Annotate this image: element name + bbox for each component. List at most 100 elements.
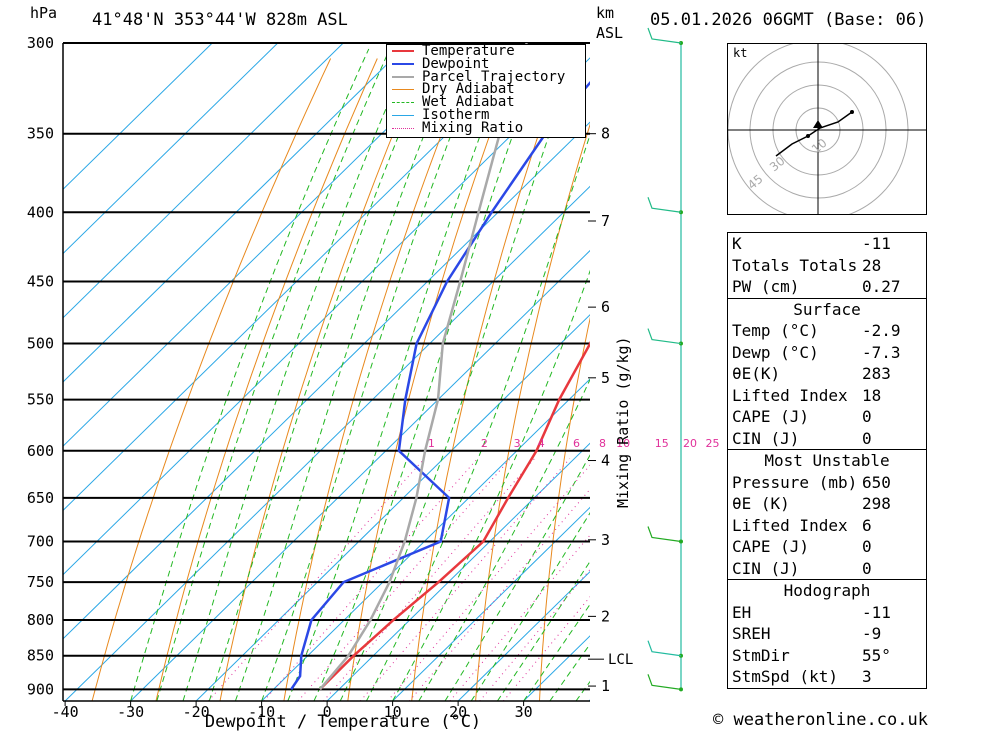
index-row: StmSpd (kt) 3 xyxy=(728,666,926,688)
index-value: -11 xyxy=(862,602,891,622)
index-label: Lifted Index xyxy=(732,385,848,405)
datetime-title: 05.01.2026 06GMT (Base: 06) xyxy=(650,10,927,30)
index-label: Pressure (mb) xyxy=(732,472,858,492)
km-unit: km xyxy=(596,4,615,22)
index-row: Lifted Index 18 xyxy=(728,385,926,407)
isotherm-line xyxy=(63,43,410,383)
index-row: θE (K) 298 xyxy=(728,493,926,515)
index-label: PW (cm) xyxy=(732,277,800,296)
index-value: -11 xyxy=(862,234,891,253)
legend-swatch xyxy=(392,127,414,129)
isotherm-line xyxy=(326,442,590,701)
index-value: -9 xyxy=(862,624,882,643)
isotherm-line xyxy=(63,43,475,447)
profile-lines xyxy=(290,43,590,691)
wet-adiabat-line xyxy=(365,133,590,701)
storm-motion-marker xyxy=(813,120,823,128)
hodograph-ring-label: 30 xyxy=(767,154,788,175)
legend-swatch xyxy=(392,114,414,116)
index-row: Dewp (°C) -7.3 xyxy=(728,342,926,364)
index-label: SREH xyxy=(732,624,771,643)
index-row: StmDir 55° xyxy=(728,645,926,667)
index-label: θE(K) xyxy=(732,364,781,383)
mixing-ratio-line xyxy=(323,458,535,701)
legend-item: Mixing Ratio xyxy=(387,119,585,136)
legend-swatch xyxy=(392,89,414,91)
pressure-tick-label: 550 xyxy=(27,391,54,409)
index-row: Lifted Index 6 xyxy=(728,515,926,537)
index-row: CIN (J) 0 xyxy=(728,428,926,450)
index-label: θE (K) xyxy=(732,494,790,513)
legend-label: Isotherm xyxy=(422,106,490,123)
wet-adiabat-line xyxy=(418,378,590,701)
index-value: 55° xyxy=(862,645,891,665)
index-value: -7.3 xyxy=(862,342,901,362)
index-row: Temp (°C) -2.9 xyxy=(728,320,926,342)
legend-item: Temperature xyxy=(387,43,585,59)
mixing-ratio-line xyxy=(263,458,478,701)
pressure-tick-label: 900 xyxy=(27,680,54,698)
isotherm-line xyxy=(195,314,590,701)
index-label: StmSpd (kt) xyxy=(732,667,838,686)
wet-adiabat-line xyxy=(339,48,580,701)
temp-tick-label: -40 xyxy=(52,703,79,721)
section-title: Hodograph xyxy=(728,579,926,602)
wet-adiabat-line xyxy=(234,48,460,701)
series-parcel-trajectory xyxy=(319,43,528,691)
wind-barb xyxy=(647,674,682,690)
wind-barb xyxy=(647,27,682,44)
mixing-ratio-axis-label: Mixing Ratio (g/kg) xyxy=(614,336,632,508)
legend-item: Isotherm xyxy=(387,106,585,123)
dry-adiabat-line xyxy=(411,58,565,701)
hodograph-panel: kt 10 30 45 xyxy=(727,39,927,221)
mixing-ratio-line xyxy=(408,488,590,701)
legend-label: Mixing Ratio xyxy=(422,119,524,136)
hodograph-point xyxy=(850,110,854,114)
index-label: Dewp (°C) xyxy=(732,342,819,362)
index-label: CAPE (J) xyxy=(732,407,810,426)
index-label: EH xyxy=(732,602,752,622)
index-row: PW (cm) 0.27 xyxy=(728,276,926,298)
legend-label: Temperature xyxy=(422,43,515,59)
index-label: K xyxy=(732,234,742,253)
pressure-tick-label: 400 xyxy=(27,203,54,221)
dry-adiabat-line xyxy=(155,58,378,701)
isotherm-line xyxy=(261,378,590,701)
mixing-ratio-label: 3 xyxy=(514,437,521,450)
pressure-tick-label: 850 xyxy=(27,647,54,665)
index-value: 0 xyxy=(862,407,872,426)
background-lines xyxy=(63,43,590,701)
dry-adiabat-line xyxy=(219,58,425,701)
pressure-tick-label: 800 xyxy=(27,611,54,629)
temp-tick-label: -30 xyxy=(117,703,144,721)
mixing-ratio-label: 25 xyxy=(705,437,719,450)
temp-tick-label: -10 xyxy=(248,703,275,721)
location-title: 41°48'N 353°44'W 828m ASL xyxy=(92,10,348,30)
index-row: Pressure (mb) 650 xyxy=(728,472,926,494)
dry-adiabat-line xyxy=(91,58,332,701)
index-label: CIN (J) xyxy=(732,558,800,578)
section-title: Surface xyxy=(728,297,926,321)
isotherm-line xyxy=(130,249,590,701)
pressure-tick-label: 750 xyxy=(27,573,54,591)
index-value: 18 xyxy=(862,385,882,405)
wet-adiabat-line xyxy=(313,48,545,701)
index-value: 0 xyxy=(862,428,872,448)
index-row: CIN (J) 0 xyxy=(728,558,926,580)
lcl-label: LCL xyxy=(608,652,633,668)
hodograph-ring-label: 45 xyxy=(745,172,766,193)
section-title: Most Unstable xyxy=(728,449,926,472)
index-value: 283 xyxy=(862,364,891,383)
index-row: CAPE (J) 0 xyxy=(728,536,926,558)
index-label: CAPE (J) xyxy=(732,537,810,556)
copyright: © weatheronline.co.uk xyxy=(713,710,928,730)
pressure-tick-label: 350 xyxy=(27,125,54,143)
temp-tick-label: 0 xyxy=(323,703,332,721)
legend-label: Dewpoint xyxy=(422,55,490,72)
mixing-ratio-label: 6 xyxy=(573,437,580,450)
km-tick-label: 2 xyxy=(601,607,610,625)
km-tick-label: 6 xyxy=(601,298,610,316)
pressure-tick-label: 500 xyxy=(27,335,54,353)
